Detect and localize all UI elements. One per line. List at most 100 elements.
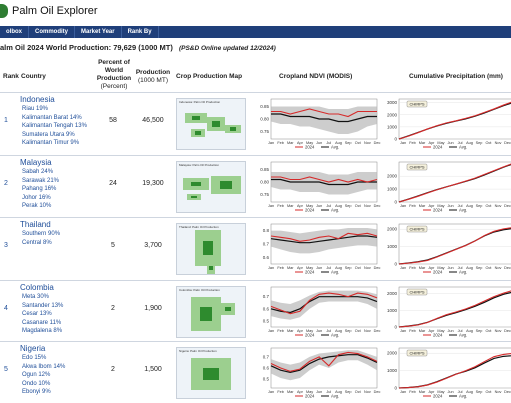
precip-x-tick: Feb <box>409 141 416 145</box>
precip-x-tick: Sep <box>476 141 483 145</box>
map-production-area <box>195 131 201 135</box>
ndvi-x-tick: Jun <box>316 141 322 145</box>
ndvi-x-tick: Sep <box>345 266 352 270</box>
region-link[interactable]: Perak 10% <box>22 203 52 209</box>
ndvi-range-band <box>271 106 377 134</box>
region-link[interactable]: Pahang 16% <box>22 186 57 192</box>
region-link[interactable]: Akwa Ibom 14% <box>22 363 66 370</box>
nav-toolbox[interactable]: olbox <box>0 26 29 38</box>
region-link[interactable]: Sumatera Utara 9% <box>22 131 75 138</box>
region-link[interactable]: Ogun 12% <box>22 372 51 378</box>
region-link[interactable]: Magdalena 8% <box>22 328 63 334</box>
ndvi-y-tick: 0.8 <box>263 228 270 233</box>
ndvi-x-tick: Feb <box>277 204 284 208</box>
country-link[interactable]: Indonesia <box>20 95 55 104</box>
precip-y-tick: 2000 <box>387 291 398 296</box>
country-link[interactable]: Malaysia <box>20 158 52 167</box>
region-link[interactable]: Sabah 24% <box>22 169 54 175</box>
ndvi-avg-line <box>270 354 378 374</box>
production-value: 1,500 <box>144 366 162 373</box>
ndvi-y-tick: 0.75 <box>260 192 269 197</box>
ndvi-x-tick: Aug <box>335 329 342 333</box>
ndvi-x-tick: Jan <box>268 390 274 394</box>
source-badge-label: CHIRPS <box>409 350 424 355</box>
precip-x-tick: Aug <box>466 266 473 270</box>
precip-current-line <box>398 227 511 265</box>
country-link[interactable]: Thailand <box>20 220 51 229</box>
precip-x-tick: Jun <box>447 204 453 208</box>
precip-y-tick: 3000 <box>387 100 398 105</box>
ndvi-x-tick: Nov <box>364 141 371 145</box>
region-list: Edo 15% Akwa Ibom 14% Ogun 12% Ondo 10% Ebon… <box>22 354 65 397</box>
ndvi-y-tick: 0.6 <box>263 366 270 371</box>
precip-x-tick: Apr <box>429 390 436 394</box>
rank-number: 2 <box>4 180 8 187</box>
precip-x-tick: Sep <box>476 266 483 270</box>
ndvi-avg-line <box>270 235 378 244</box>
precip-x-tick: Oct <box>486 266 493 270</box>
country-link[interactable]: Colombia <box>20 283 54 292</box>
source-badge-label: CHIRPS <box>409 226 424 231</box>
precip-x-tick: May <box>437 141 444 145</box>
precip-y-tick: 0 <box>394 262 397 267</box>
region-link[interactable]: Johor 16% <box>22 194 51 201</box>
precip-x-tick: Dec <box>504 390 511 394</box>
region-link[interactable]: Santander 13% <box>22 302 64 309</box>
percent-value: 5 <box>111 242 115 249</box>
percent-value: 2 <box>111 366 115 373</box>
ndvi-x-tick: Nov <box>364 329 371 333</box>
region-link[interactable]: Riau 19% <box>22 106 49 112</box>
region-link[interactable]: Meta 30% <box>22 294 50 300</box>
source-badge <box>406 288 428 296</box>
precip-x-tick: Sep <box>476 329 483 333</box>
region-link[interactable]: Ebonyi 9% <box>22 389 51 395</box>
crop-production-map[interactable]: Nigeria: Palm Oil Production <box>176 347 246 399</box>
map-production-area <box>202 240 214 256</box>
ndvi-avg-line <box>270 296 378 314</box>
precip-x-tick: Aug <box>466 204 473 208</box>
nav-market-year[interactable]: Market Year <box>75 26 122 38</box>
ndvi-x-tick: Sep <box>345 390 352 394</box>
region-link[interactable]: Casanare 11% <box>22 319 62 326</box>
region-link[interactable]: Ondo 10% <box>22 380 51 387</box>
production-value: 1,900 <box>144 305 162 312</box>
ndvi-current-line <box>271 108 377 118</box>
map-caption: Indonesia: Palm Oil Production <box>179 100 221 104</box>
map-production-area <box>190 181 202 187</box>
ndvi-x-tick: Dec <box>374 329 381 333</box>
production-value: 19,300 <box>142 180 164 187</box>
legend-label-avg: Avg. <box>331 394 339 399</box>
crop-production-map[interactable]: Indonesia: Palm Oil Production <box>176 98 246 150</box>
nav-commodity[interactable]: Commodity <box>29 26 75 38</box>
crop-production-map[interactable]: Thailand: Palm Oil Production <box>176 223 246 275</box>
country-row: 3 Thailand Southern 90% Central 8% 5 3,700 Tha… <box>0 217 511 279</box>
ndvi-y-tick: 0.80 <box>260 180 269 185</box>
ndvi-x-tick: Apr <box>297 141 304 145</box>
ndvi-chart: 0.7 0.6 0.5 Jan Feb Mar Apr May Jun Jul Aug Sep Oct N… <box>263 286 381 338</box>
percent-value: 58 <box>109 117 117 124</box>
map-production-area <box>225 306 231 312</box>
region-link[interactable]: Kalimantan Timur 9% <box>22 140 80 146</box>
country-link[interactable]: Nigeria <box>20 344 46 353</box>
region-link[interactable]: Central 8% <box>22 239 52 246</box>
ndvi-x-tick: Sep <box>345 204 352 208</box>
precip-x-tick: May <box>437 204 444 208</box>
region-link[interactable]: Cesar 13% <box>22 311 52 317</box>
region-link[interactable]: Kalimantan Tengah 13% <box>22 123 87 129</box>
region-link[interactable]: Sarawak 21% <box>22 177 60 184</box>
precip-y-tick: 2000 <box>387 174 398 179</box>
crop-production-map[interactable]: Malaysia: Palm Oil Production <box>176 161 246 213</box>
ndvi-chart: 0.85 0.80 0.75 Jan Feb Mar Apr May Jun Jul Aug Sep O… <box>260 161 380 213</box>
crop-production-map[interactable]: Colombia: Palm Oil Production <box>176 286 246 338</box>
region-link[interactable]: Southern 90% <box>22 231 61 237</box>
source-badge <box>406 163 428 171</box>
nav-rank-by[interactable]: Rank By <box>122 26 159 38</box>
map-production-area <box>220 181 232 189</box>
ndvi-x-tick: Nov <box>364 390 371 394</box>
ndvi-x-tick: Sep <box>345 329 352 333</box>
region-link[interactable]: Kalimantan Barat 14% <box>22 114 82 121</box>
region-link[interactable]: Edo 15% <box>22 355 47 361</box>
